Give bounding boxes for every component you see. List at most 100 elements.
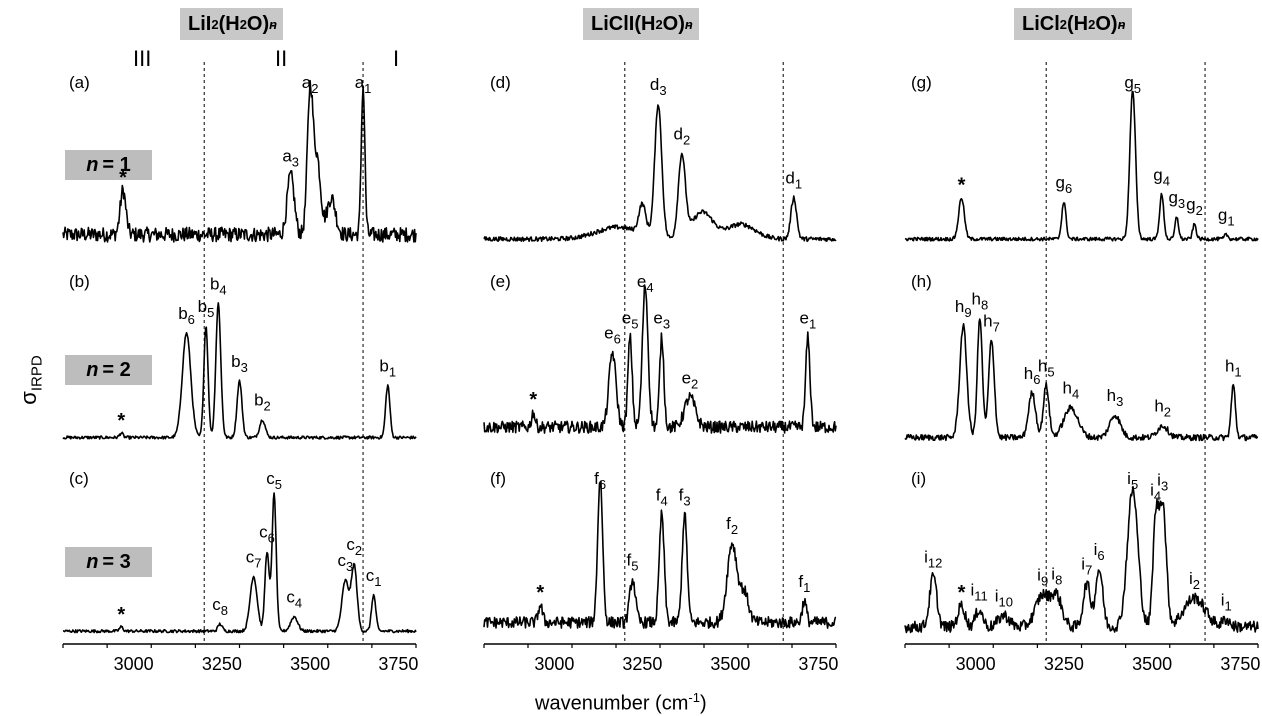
- star-marker: *: [117, 410, 125, 432]
- x-tick-label: 3000: [956, 654, 996, 674]
- star-marker: *: [529, 389, 537, 411]
- title-sup: -: [686, 16, 692, 32]
- peak-label: d3: [650, 75, 667, 98]
- title-n: n: [684, 16, 693, 32]
- peak-label: e5: [622, 309, 639, 332]
- n-symbol: n: [86, 550, 99, 573]
- column-title-licli: LiClI(H 2 O) n -: [583, 8, 700, 40]
- x-tick-label: 3750: [1220, 654, 1260, 674]
- x-tick-label: 3750: [798, 654, 838, 674]
- peak-label: a3: [282, 146, 299, 169]
- spectrum-line-h: [904, 318, 1259, 442]
- region-label-i: I: [393, 46, 400, 71]
- n-symbol: n: [86, 153, 99, 176]
- peak-label: h1: [1225, 356, 1242, 379]
- panel-label: (i): [911, 469, 926, 488]
- x-tick-label: 3250: [202, 654, 242, 674]
- peak-label: c7: [246, 547, 262, 570]
- n-value: = 3: [102, 550, 131, 573]
- n-value: = 2: [102, 358, 131, 381]
- peak-label: f4: [656, 485, 668, 508]
- title-text: (H: [1067, 12, 1089, 35]
- title-sub: 2: [1059, 16, 1068, 32]
- peak-label: g5: [1124, 73, 1141, 96]
- panel-label: (e): [490, 272, 511, 291]
- peak-label: c6: [259, 522, 275, 545]
- peak-label: i5: [1127, 469, 1138, 492]
- peak-label: h4: [1063, 379, 1080, 402]
- n-badge-3: n = 3: [65, 547, 152, 577]
- star-marker: *: [958, 175, 966, 197]
- peak-label: f1: [798, 572, 810, 595]
- star-marker: *: [536, 582, 544, 604]
- panel-label: (g): [911, 73, 932, 92]
- peak-label: c2: [346, 535, 362, 558]
- x-tick-label: 3000: [114, 654, 154, 674]
- spectrum-line-f: [483, 480, 837, 629]
- peak-label: i1: [1221, 590, 1232, 613]
- peak-label: f5: [627, 550, 639, 573]
- spectrum-line-c: [62, 492, 417, 634]
- peak-label: a2: [302, 73, 319, 96]
- title-text: O): [246, 12, 270, 35]
- peak-label: i11: [970, 581, 987, 604]
- spectrum-line-e: [483, 284, 837, 434]
- peak-label: g6: [1055, 173, 1072, 196]
- peak-label: b5: [198, 297, 215, 320]
- title-sup: -: [271, 16, 276, 32]
- peak-label: i6: [1094, 540, 1105, 563]
- peak-label: g1: [1218, 206, 1235, 229]
- x-tick-label: 3000: [534, 654, 574, 674]
- peak-label: g4: [1153, 166, 1170, 189]
- spectrum-line-g: [904, 90, 1259, 242]
- star-marker: *: [117, 604, 125, 626]
- peak-label: f2: [726, 514, 738, 537]
- panel-label: (c): [69, 469, 89, 488]
- peak-label: h7: [983, 312, 1000, 335]
- peak-label: h2: [1154, 397, 1171, 420]
- peak-label: h3: [1107, 386, 1124, 409]
- title-text: (H: [218, 12, 240, 35]
- panel-label: (d): [490, 73, 511, 92]
- n-symbol: n: [86, 358, 99, 381]
- x-axis-label: wavenumber (cm-1): [535, 690, 707, 716]
- x-tick-label: 3750: [378, 654, 418, 674]
- panel-label: (f): [490, 469, 506, 488]
- x-tick-label: 3500: [710, 654, 750, 674]
- peak-label: e2: [682, 368, 699, 391]
- peak-label: b4: [210, 274, 227, 297]
- peak-label: b6: [178, 304, 195, 327]
- peak-label: i7: [1081, 554, 1092, 577]
- peak-label: c5: [266, 469, 282, 492]
- peak-label: i2: [1189, 569, 1200, 592]
- peak-label: b3: [231, 352, 248, 375]
- peak-label: c1: [366, 566, 382, 589]
- x-axis-sup: -1: [688, 690, 700, 705]
- peak-label: e3: [653, 309, 670, 332]
- n-badge-1: n = 1: [65, 150, 152, 180]
- peak-label: d1: [785, 169, 802, 192]
- peak-label: f3: [679, 485, 691, 508]
- x-tick-label: 3250: [1044, 654, 1084, 674]
- title-sub: 2: [1088, 16, 1096, 32]
- spectrum-line-a: [62, 79, 417, 243]
- peak-label: i3: [1157, 471, 1168, 494]
- peak-label: i9: [1037, 565, 1048, 588]
- star-marker: *: [119, 167, 127, 189]
- peak-label: e6: [604, 324, 621, 347]
- peak-label: c8: [212, 595, 228, 618]
- column-title-licl2: LiCl 2 (H 2 O) n -: [1014, 8, 1132, 40]
- column-title-lii2: LiI 2 (H 2 O) n -: [180, 8, 284, 40]
- title-sup: -: [1119, 16, 1124, 32]
- panel-label: (h): [911, 272, 932, 291]
- n-value: = 1: [102, 153, 131, 176]
- peak-label: f6: [594, 469, 606, 492]
- peak-label: b1: [379, 356, 396, 379]
- title-text: LiI: [188, 12, 212, 35]
- peak-label: i8: [1051, 565, 1062, 588]
- peak-label: h6: [1024, 364, 1041, 387]
- peak-label: c3: [338, 551, 354, 574]
- title-text: O): [1095, 12, 1118, 35]
- region-label-ii: II: [275, 46, 288, 71]
